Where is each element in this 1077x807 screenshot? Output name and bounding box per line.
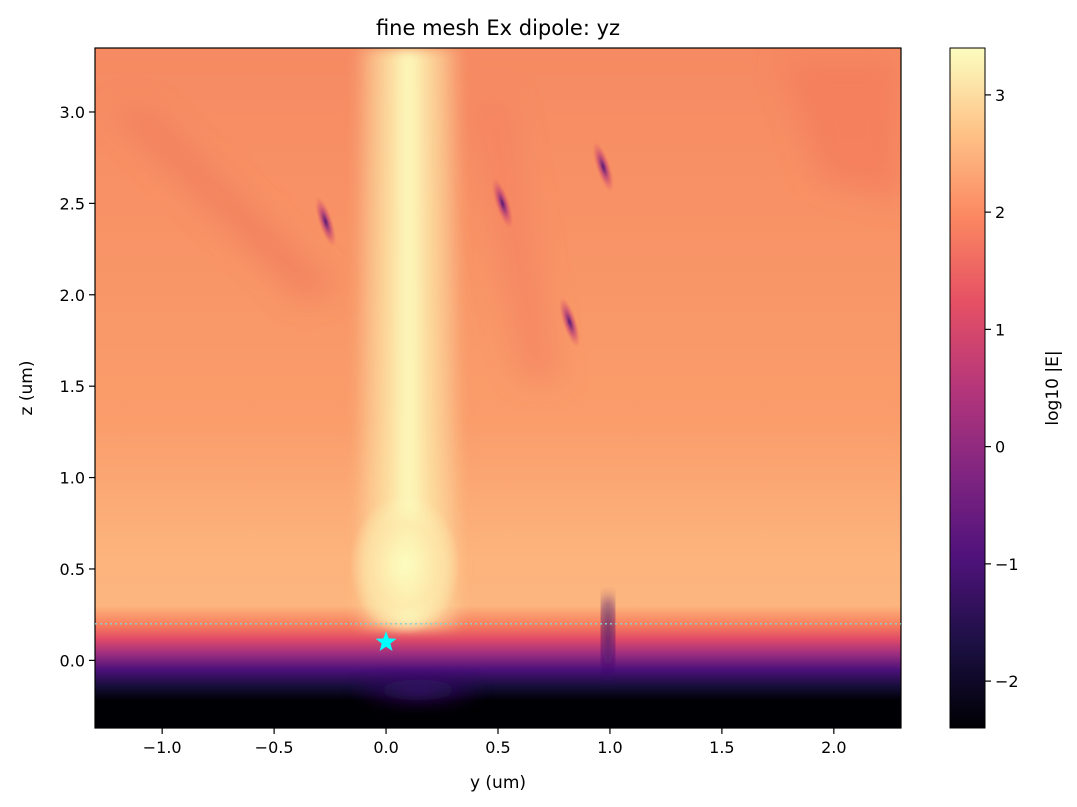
- chart-title: fine mesh Ex dipole: yz: [376, 16, 620, 40]
- x-tick-label: −0.5: [255, 738, 294, 757]
- field-minimum: [492, 178, 513, 229]
- colorbar-tick-label: −2: [995, 672, 1019, 691]
- field-minima: [315, 141, 614, 348]
- colorbar-ticks: −2 −1 0 1 2 3: [985, 86, 1019, 691]
- colorbar-label: log10 |E|: [1043, 350, 1063, 425]
- field-minimum: [592, 141, 614, 192]
- field-darker-streaks: [110, 60, 900, 380]
- x-axis-label: y (um): [470, 773, 526, 793]
- x-tick-label: 2.0: [821, 738, 846, 757]
- colorbar-tick-label: −1: [995, 555, 1019, 574]
- colorbar: [949, 47, 986, 729]
- x-tick-label: 1.5: [709, 738, 734, 757]
- x-tick-label: 1.0: [597, 738, 622, 757]
- x-tick-label: −1.0: [143, 738, 182, 757]
- colorbar-tick-label: 1: [995, 320, 1005, 339]
- colorbar-tick-label: 0: [995, 438, 1005, 457]
- heatmap-image: [95, 48, 901, 728]
- edge-spike: [602, 595, 614, 675]
- y-axis-ticks: 0.0 0.5 1.0 1.5 2.0 2.5 3.0: [60, 103, 95, 670]
- substrate-pocket: [348, 670, 488, 710]
- field-minimum: [315, 196, 337, 247]
- y-tick-label: 0.0: [60, 651, 85, 670]
- x-tick-label: 0.0: [373, 738, 398, 757]
- dipole-star-marker: [375, 631, 397, 651]
- y-tick-label: 3.0: [60, 103, 85, 122]
- y-tick-label: 2.0: [60, 286, 85, 305]
- y-tick-label: 0.5: [60, 560, 85, 579]
- near-field-lobe: [350, 495, 460, 635]
- colorbar-tick-label: 2: [995, 203, 1005, 222]
- field-minimum: [559, 297, 581, 348]
- colorbar-tick-label: 3: [995, 86, 1005, 105]
- y-tick-label: 1.5: [60, 377, 85, 396]
- x-tick-label: 0.5: [485, 738, 510, 757]
- y-tick-label: 2.5: [60, 194, 85, 213]
- y-tick-label: 1.0: [60, 469, 85, 488]
- x-axis-ticks: −1.0 −0.5 0.0 0.5 1.0 1.5 2.0: [143, 728, 847, 757]
- y-axis-label: z (um): [17, 361, 37, 416]
